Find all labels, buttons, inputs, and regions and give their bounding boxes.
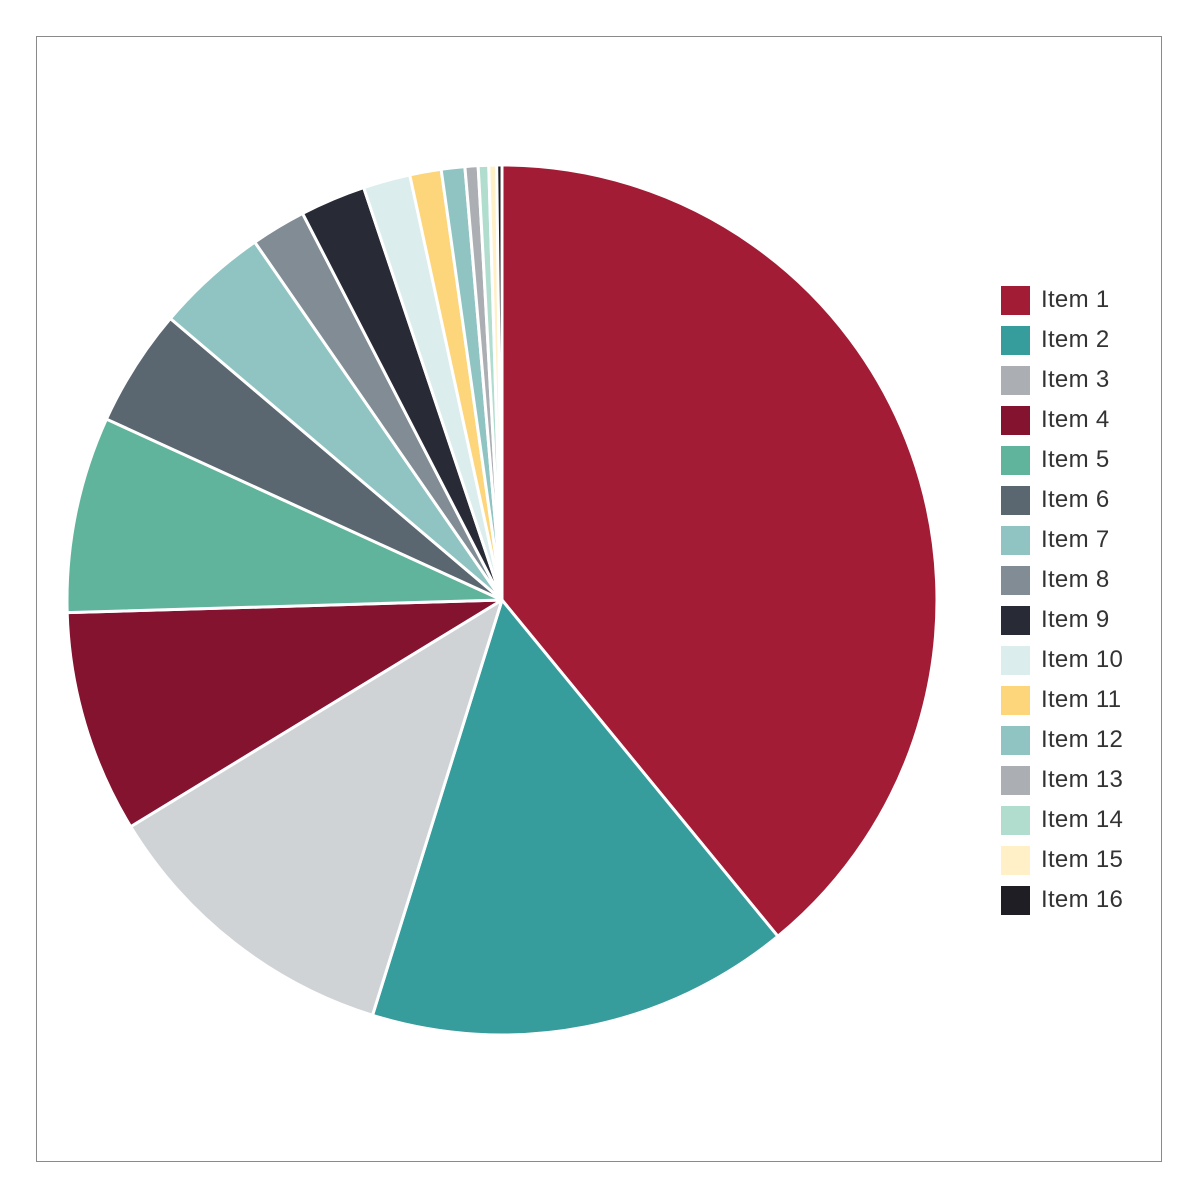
legend-swatch xyxy=(1001,885,1030,915)
legend-label: Item 4 xyxy=(1041,406,1110,433)
legend-item-7: Item 7 xyxy=(1001,520,1161,560)
legend-item-9: Item 9 xyxy=(1001,600,1161,640)
legend-swatch xyxy=(1001,325,1030,355)
legend-swatch xyxy=(1001,565,1030,595)
legend-item-15: Item 15 xyxy=(1001,840,1161,880)
legend-item-3: Item 3 xyxy=(1001,360,1161,400)
legend-item-4: Item 4 xyxy=(1001,400,1161,440)
pie-slice-item-3 xyxy=(129,598,504,1017)
legend-label: Item 6 xyxy=(1041,486,1110,513)
legend-swatch xyxy=(1001,365,1030,395)
legend-swatch xyxy=(1001,685,1030,715)
legend-item-13: Item 13 xyxy=(1001,760,1161,800)
legend-label: Item 8 xyxy=(1041,566,1110,593)
legend-item-11: Item 11 xyxy=(1001,680,1161,720)
legend-item-16: Item 16 xyxy=(1001,880,1161,920)
legend-label: Item 9 xyxy=(1041,606,1110,633)
legend-label: Item 14 xyxy=(1041,806,1124,833)
legend-label: Item 2 xyxy=(1041,326,1110,353)
pie-slice-item-5 xyxy=(65,417,504,615)
legend-label: Item 7 xyxy=(1041,526,1110,553)
legend-item-14: Item 14 xyxy=(1001,800,1161,840)
pie-slice-item-4 xyxy=(65,598,504,829)
legend-label: Item 15 xyxy=(1041,846,1124,873)
legend-swatch xyxy=(1001,285,1030,315)
pie-slice-item-16 xyxy=(495,163,504,602)
pie-slice-item-1 xyxy=(500,163,939,938)
legend-label: Item 13 xyxy=(1041,766,1124,793)
legend-label: Item 5 xyxy=(1041,446,1110,473)
legend-item-10: Item 10 xyxy=(1001,640,1161,680)
pie-slice-item-2 xyxy=(371,598,780,1037)
legend-label: Item 1 xyxy=(1041,286,1110,313)
legend-swatch xyxy=(1001,805,1030,835)
chart-legend: Item 1 Item 2 Item 3 Item 4 Item 5 Item 6 Item… xyxy=(1001,280,1161,920)
legend-swatch xyxy=(1001,525,1030,555)
legend-swatch xyxy=(1001,845,1030,875)
legend-item-1: Item 1 xyxy=(1001,280,1161,320)
legend-item-12: Item 12 xyxy=(1001,720,1161,760)
legend-item-2: Item 2 xyxy=(1001,320,1161,360)
legend-label: Item 16 xyxy=(1041,886,1124,913)
legend-label: Item 12 xyxy=(1041,726,1124,753)
legend-item-6: Item 6 xyxy=(1001,480,1161,520)
legend-label: Item 3 xyxy=(1041,366,1110,393)
legend-swatch xyxy=(1001,485,1030,515)
legend-swatch xyxy=(1001,405,1030,435)
legend-label: Item 11 xyxy=(1041,686,1122,713)
legend-swatch xyxy=(1001,445,1030,475)
legend-label: Item 10 xyxy=(1041,646,1124,673)
pie-slices xyxy=(65,163,939,1037)
legend-item-5: Item 5 xyxy=(1001,440,1161,480)
legend-item-8: Item 8 xyxy=(1001,560,1161,600)
legend-swatch xyxy=(1001,765,1030,795)
legend-swatch xyxy=(1001,605,1030,635)
legend-swatch xyxy=(1001,645,1030,675)
legend-swatch xyxy=(1001,725,1030,755)
